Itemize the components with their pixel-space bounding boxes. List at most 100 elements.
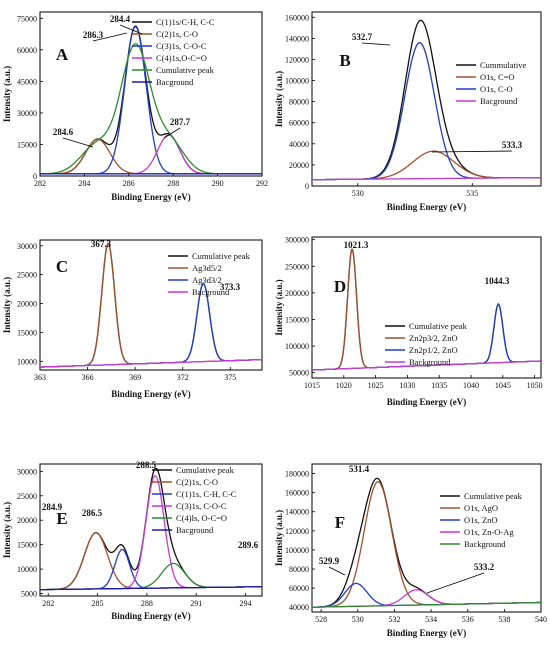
panel-a-annotation-arrow — [92, 32, 128, 42]
panel-d-ytick-label: 150000 — [285, 315, 309, 324]
panel-e-ylabel: Intensity (a.u.) — [2, 502, 12, 558]
panel-a-ylabel: Intensity (a.u.) — [2, 66, 12, 122]
panel-a-ytick-label: 75000 — [17, 14, 37, 23]
panel-f-ytick-label: 140000 — [285, 508, 309, 517]
panel-a-ytick-label: 0 — [33, 172, 37, 181]
panel-b-ytick-label: 160000 — [285, 13, 309, 22]
panel-e-ytick-label: 30000 — [17, 467, 37, 476]
panel-b-legend-label: O1s, C-O — [480, 84, 513, 94]
panel-d-plot-frame — [311, 236, 542, 379]
panel-d-ytick-label: 200000 — [285, 289, 309, 298]
panel-c-ylabel: Intensity (a.u.) — [2, 277, 12, 333]
panel-c-xtick-label: 375 — [224, 373, 236, 382]
panel-e-peak-annotation: 289.6 — [238, 540, 259, 550]
panel-f-annotation-arrow — [426, 572, 485, 594]
panel-d-xtick-label: 1045 — [495, 381, 511, 390]
panel-c-legend-label: Bacground — [192, 287, 230, 297]
panel-b-ylabel: Intensity (a.u.) — [274, 71, 284, 127]
panel-d-ytick-label: 100000 — [285, 342, 309, 351]
panel-b-peak-annotation: 533.3 — [502, 140, 523, 150]
panel-d-legend-label: Zn2p3/2, ZnO — [409, 333, 458, 343]
panel-d-ylabel: Intensity (a.u.) — [274, 279, 284, 335]
panel-f-ytick-label: 80000 — [289, 565, 309, 574]
panel-e-ytick-label: 10000 — [17, 565, 37, 574]
panel-a-xtick-label: 284 — [78, 179, 90, 188]
panel-d-peak-annotation: 1021.3 — [344, 240, 369, 250]
panel-b-ytick-label: 60000 — [289, 119, 309, 128]
panel-f-ytick-label: 160000 — [285, 489, 309, 498]
panel-f-peak-annotation: 533.2 — [474, 562, 495, 572]
panel-c-series-ag3d5-2 — [40, 242, 262, 368]
panel-d-xtick-label: 1035 — [431, 381, 447, 390]
panel-e-legend-label: C(3)1s, C-O-C — [176, 501, 227, 511]
panel-b-xtick-label: 535 — [466, 189, 478, 198]
panel-e-xtick-label: 285 — [92, 599, 104, 608]
panel-c-ytick-label: 15000 — [17, 328, 37, 337]
panel-f-plot-frame — [311, 463, 542, 613]
panel-c-legend-label: Ag3d5/2 — [192, 263, 222, 273]
panel-b-plot-frame — [311, 11, 542, 187]
panel-b-ytick-label: 120000 — [285, 55, 309, 64]
panel-a-legend-label: C(4)1s,O-C=O — [156, 53, 207, 63]
panel-e-xtick-label: 294 — [240, 599, 252, 608]
panel-a-ytick-label: 30000 — [17, 109, 37, 118]
panel-f-xtick-label: 534 — [425, 615, 437, 624]
panel-c-plot-frame — [39, 239, 263, 371]
panel-a-legend-label: C(1)1s/C-H, C-C — [156, 17, 215, 27]
panel-a-plot-frame — [39, 11, 263, 177]
panel-c-xtick-label: 366 — [82, 373, 94, 382]
panel-b-annotation-arrow — [361, 42, 391, 46]
panel-a-ytick-label: 15000 — [17, 140, 37, 149]
panel-c-ytick-label: 30000 — [17, 242, 37, 251]
panel-b-ytick-label: 0 — [305, 182, 309, 191]
panel-e-ytick-label: 15000 — [17, 541, 37, 550]
panel-f-legend-label: O1s, AgO — [464, 503, 498, 513]
panel-c-legend-label: Ag3d3/2 — [192, 275, 222, 285]
panel-f-xtick-label: 532 — [388, 615, 400, 624]
panel-d-xtick-label: 1030 — [399, 381, 415, 390]
panel-d-panel-letter: D — [334, 277, 346, 296]
panel-b-ytick-label: 40000 — [289, 140, 309, 149]
panel-f-peak-annotation: 531.4 — [349, 464, 370, 474]
panel-b-ytick-label: 20000 — [289, 161, 309, 170]
panel-e-xtick-label: 288 — [141, 599, 153, 608]
panel-e-legend-label: Cumulative peak — [176, 465, 235, 475]
panel-a-peak-annotation: 284.4 — [110, 14, 131, 24]
panel-e-xtick-label: 291 — [190, 599, 202, 608]
panel-e-series-c-2-1s-c-o — [40, 532, 262, 591]
panel-a-series-c-1-1s-c-h-c-c — [40, 25, 262, 175]
panel-f-legend-label: O1s, Zn-O-Ag — [464, 527, 514, 537]
panel-d-xtick-label: 1040 — [463, 381, 479, 390]
panel-e-series-c-1-1s-c-h-c-c — [40, 548, 262, 591]
panel-d-xtick-label: 1050 — [527, 381, 543, 390]
panel-f-ylabel: Intensity (a.u.) — [274, 510, 284, 566]
panel-b-ytick-label: 80000 — [289, 98, 309, 107]
panel-b-ytick-label: 140000 — [285, 34, 309, 43]
panel-c-series-cumulative-peak — [40, 242, 262, 368]
panel-f-ytick-label: 180000 — [285, 470, 309, 479]
panel-b-series-o1s-c-o — [312, 150, 541, 181]
panel-a-legend-label: Bacground — [156, 77, 194, 87]
panel-f-ytick-label: 60000 — [289, 584, 309, 593]
panel-e-xtick-label: 282 — [42, 599, 54, 608]
panel-b-xtick-label: 530 — [352, 189, 364, 198]
panel-d-series-background — [312, 360, 541, 371]
panel-a-peak-annotation: 287.7 — [170, 117, 191, 127]
panel-a-xtick-label: 282 — [34, 179, 46, 188]
panel-f-ytick-label: 120000 — [285, 527, 309, 536]
panel-e-legend-label: Bacground — [176, 525, 214, 535]
panel-b-annotation-arrow — [431, 150, 513, 153]
panel-a-series-c-2-1s-c-o — [40, 138, 262, 175]
panel-a-xlabel: Binding Energy (eV) — [111, 192, 191, 202]
panel-f-xtick-label: 536 — [462, 615, 474, 624]
panel-c-ytick-label: 10000 — [17, 357, 37, 366]
panel-c-series-bacground — [40, 358, 262, 368]
panel-a-series-c-3-1s-c-o-c — [40, 26, 262, 175]
panel-a-peak-annotation: 284.6 — [53, 127, 74, 137]
panel-a-annotation-arrow — [62, 137, 94, 148]
panel-a-xtick-label: 292 — [256, 179, 268, 188]
panel-b-legend-label: Bacground — [480, 96, 518, 106]
panel-f-peak-annotation: 529.9 — [319, 556, 340, 566]
panel-a-ytick-label: 60000 — [17, 46, 37, 55]
